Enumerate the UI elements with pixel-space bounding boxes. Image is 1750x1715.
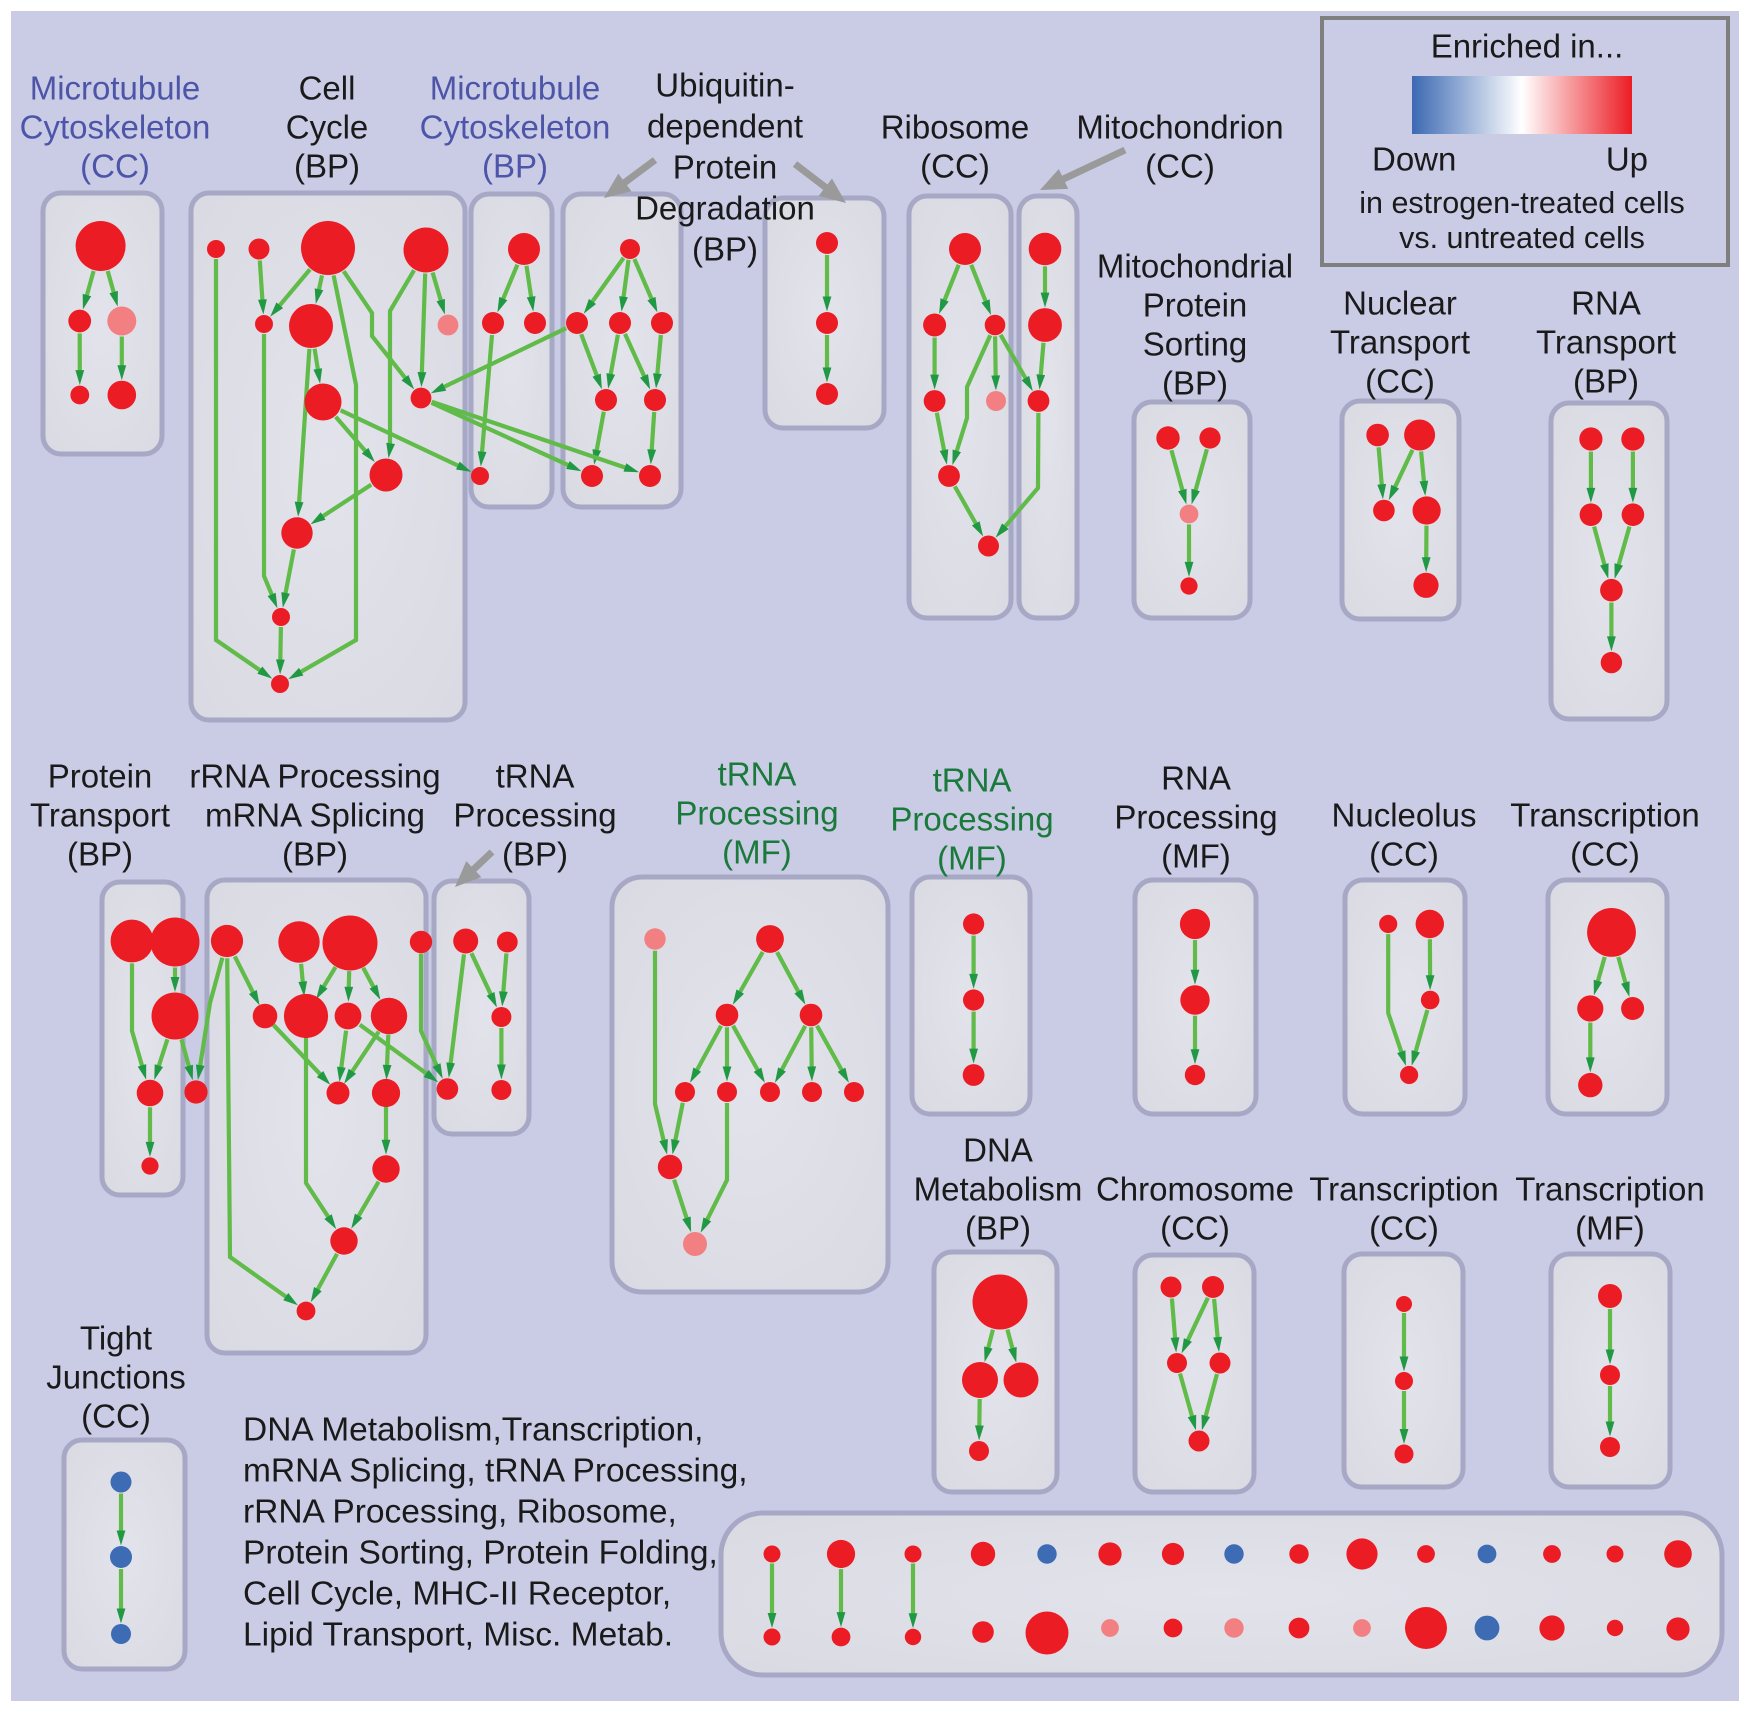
svg-text:Tight: Tight xyxy=(80,1320,152,1357)
svg-text:Mitochondrion: Mitochondrion xyxy=(1076,109,1283,146)
svg-text:Metabolism: Metabolism xyxy=(914,1171,1083,1208)
svg-text:Enriched in...: Enriched in... xyxy=(1431,28,1624,65)
svg-text:Sorting: Sorting xyxy=(1143,326,1248,363)
svg-text:mRNA Splicing: mRNA Splicing xyxy=(205,797,425,834)
svg-text:(CC): (CC) xyxy=(920,148,990,185)
svg-text:Microtubule: Microtubule xyxy=(430,70,601,107)
svg-text:(BP): (BP) xyxy=(294,148,360,185)
svg-text:(CC): (CC) xyxy=(1570,836,1640,873)
svg-text:Transport: Transport xyxy=(1330,324,1470,361)
svg-text:Mitochondrial: Mitochondrial xyxy=(1097,248,1293,285)
svg-text:rRNA Processing, Ribosome,: rRNA Processing, Ribosome, xyxy=(243,1494,677,1531)
svg-text:(CC): (CC) xyxy=(1365,363,1435,400)
svg-text:(BP): (BP) xyxy=(482,148,548,185)
svg-text:Processing: Processing xyxy=(1114,799,1277,836)
svg-text:Transcription: Transcription xyxy=(1510,797,1700,834)
svg-text:(BP): (BP) xyxy=(282,836,348,873)
svg-text:in estrogen-treated cells: in estrogen-treated cells xyxy=(1359,186,1685,220)
svg-text:Cytoskeleton: Cytoskeleton xyxy=(20,109,211,146)
svg-text:Processing: Processing xyxy=(890,801,1053,838)
svg-text:Protein Sorting, Protein Foldi: Protein Sorting, Protein Folding, xyxy=(243,1535,718,1572)
svg-text:Protein: Protein xyxy=(48,758,153,795)
svg-text:Lipid Transport, Misc. Metab.: Lipid Transport, Misc. Metab. xyxy=(243,1617,673,1654)
svg-text:Processing: Processing xyxy=(675,795,838,832)
svg-text:Degradation: Degradation xyxy=(635,190,815,227)
svg-text:tRNA: tRNA xyxy=(933,762,1012,799)
svg-text:(MF): (MF) xyxy=(937,840,1007,877)
svg-text:Up: Up xyxy=(1606,141,1648,178)
svg-text:Transcription: Transcription xyxy=(1309,1171,1499,1208)
svg-text:RNA: RNA xyxy=(1571,285,1641,322)
svg-text:tRNA: tRNA xyxy=(496,758,575,795)
svg-text:(CC): (CC) xyxy=(81,1398,151,1435)
svg-text:Protein: Protein xyxy=(1143,287,1248,324)
svg-text:(BP): (BP) xyxy=(502,836,568,873)
svg-text:tRNA: tRNA xyxy=(718,756,797,793)
svg-text:(BP): (BP) xyxy=(1162,365,1228,402)
svg-text:Ribosome: Ribosome xyxy=(881,109,1030,146)
svg-text:vs. untreated cells: vs. untreated cells xyxy=(1399,221,1645,255)
svg-text:(MF): (MF) xyxy=(722,834,792,871)
svg-text:dependent: dependent xyxy=(647,108,803,145)
svg-text:Transcription: Transcription xyxy=(1515,1171,1705,1208)
svg-text:Transport: Transport xyxy=(30,797,170,834)
svg-text:(CC): (CC) xyxy=(1369,1210,1439,1247)
svg-text:Cytoskeleton: Cytoskeleton xyxy=(420,109,611,146)
svg-text:Microtubule: Microtubule xyxy=(30,70,201,107)
svg-text:Transport: Transport xyxy=(1536,324,1676,361)
svg-text:DNA: DNA xyxy=(963,1132,1033,1169)
svg-text:Cell Cycle, MHC-II Receptor,: Cell Cycle, MHC-II Receptor, xyxy=(243,1576,671,1613)
svg-text:DNA Metabolism,Transcription,: DNA Metabolism,Transcription, xyxy=(243,1412,703,1449)
svg-text:(CC): (CC) xyxy=(1160,1210,1230,1247)
svg-text:Nucleolus: Nucleolus xyxy=(1332,797,1477,834)
svg-text:Junctions: Junctions xyxy=(46,1359,185,1396)
svg-text:(BP): (BP) xyxy=(67,836,133,873)
svg-text:Cycle: Cycle xyxy=(286,109,369,146)
svg-text:Chromosome: Chromosome xyxy=(1096,1171,1294,1208)
svg-text:(CC): (CC) xyxy=(80,148,150,185)
svg-text:RNA: RNA xyxy=(1161,760,1231,797)
svg-text:(MF): (MF) xyxy=(1575,1210,1645,1247)
svg-text:(BP): (BP) xyxy=(1573,363,1639,400)
svg-text:Ubiquitin-: Ubiquitin- xyxy=(655,67,794,104)
svg-text:(MF): (MF) xyxy=(1161,838,1231,875)
svg-text:Processing: Processing xyxy=(453,797,616,834)
svg-text:mRNA Splicing, tRNA Processing: mRNA Splicing, tRNA Processing, xyxy=(243,1453,748,1490)
svg-text:Cell: Cell xyxy=(299,70,356,107)
svg-text:rRNA Processing: rRNA Processing xyxy=(189,758,440,795)
svg-text:(CC): (CC) xyxy=(1369,836,1439,873)
svg-text:(BP): (BP) xyxy=(692,231,758,268)
svg-text:Nuclear: Nuclear xyxy=(1343,285,1457,322)
svg-text:Protein: Protein xyxy=(673,149,778,186)
svg-text:(CC): (CC) xyxy=(1145,148,1215,185)
svg-text:(BP): (BP) xyxy=(965,1210,1031,1247)
svg-text:Down: Down xyxy=(1372,141,1456,178)
